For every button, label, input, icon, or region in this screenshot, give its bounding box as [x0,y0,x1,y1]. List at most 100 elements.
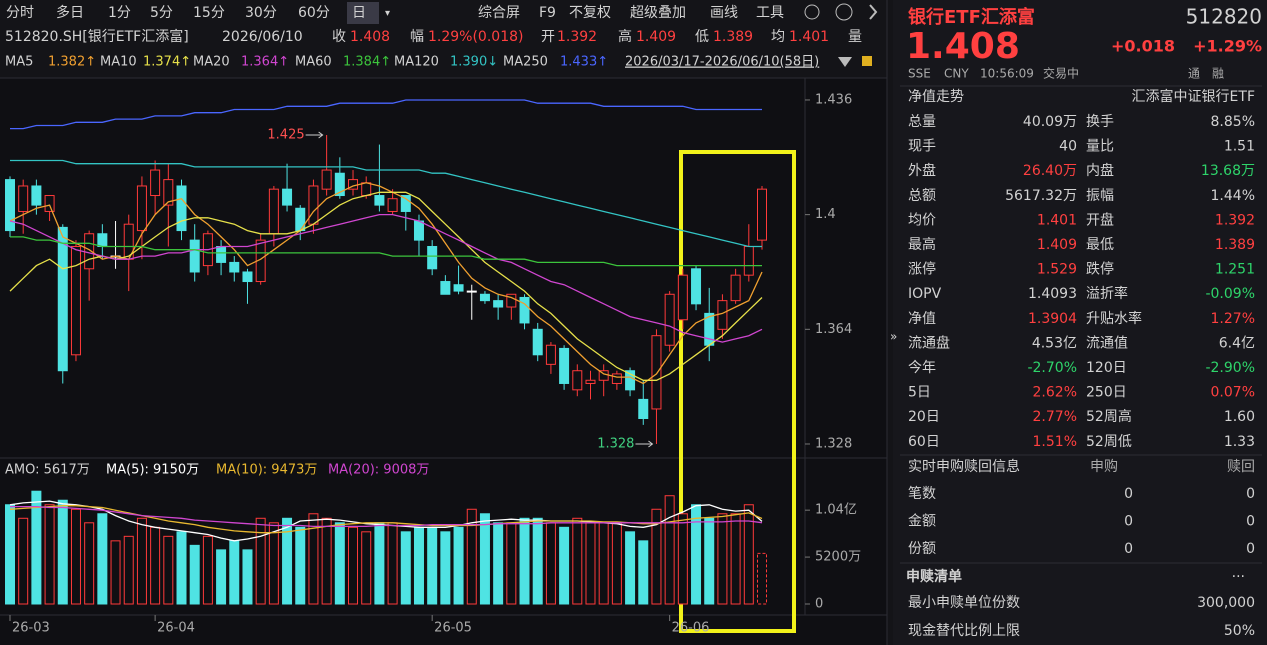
section-title[interactable]: 申赎清单 [906,568,962,585]
y-tick-label: 1.364 [815,322,852,337]
legend-entry: MA(20): 9008万 [328,463,429,478]
volume-bar [598,522,609,605]
cell-value: 0 [1246,541,1255,557]
stat-value: 13.68万 [1201,163,1255,179]
column-header: 赎回 [1227,458,1255,475]
candle-body [559,347,570,384]
candle-body [44,195,55,212]
candle-body [519,296,530,324]
stat-value: 1.529 [1037,262,1077,278]
ma-line [9,191,763,381]
candle-body [453,284,464,292]
security-code: 512820 [1186,5,1262,29]
cell-value: 0 [1124,486,1133,502]
volume-bar [611,522,622,605]
period-tab[interactable]: 1分 [108,5,131,21]
quote-label: 低 [695,29,709,45]
volume-bar [31,490,42,605]
volume-bar [730,513,741,605]
tool-button[interactable]: 超级叠加 [630,5,686,21]
range-dropdown[interactable] [838,57,852,67]
tool-button[interactable]: F9 [539,5,556,21]
stat-value: 5617.32万 [1005,188,1077,204]
candle-body [374,195,385,206]
period-tab[interactable]: 多日 [56,4,84,21]
tool-button[interactable]: 不复权 [569,4,611,21]
volume-bar [625,531,636,605]
tool-button[interactable]: 综合屏 [478,5,520,21]
stat-label: 52周高 [1086,408,1132,425]
volume-bar [757,552,767,605]
stat-value: 1.60 [1224,409,1255,425]
section-title[interactable]: 净值走势 [908,89,964,105]
more-button[interactable]: ··· [1232,569,1245,585]
legend-entry: MA(5): 9150万 [106,463,199,478]
stat-label: 20日 [908,409,940,425]
volume-bar [295,526,306,605]
help-icon[interactable] [835,3,853,21]
y-tick-label: 0 [815,597,823,612]
stat-value: 2.62% [1033,385,1077,401]
stat-label: 最高 [908,236,936,253]
volume-bar [308,513,319,605]
stat-value: 4.53亿 [1032,335,1077,351]
legend-value: 1.374↑ [143,55,191,70]
legend-name: MA20 [193,55,230,70]
quote-label: 开 [541,29,555,45]
collapse-toggle[interactable]: » [890,330,897,344]
candle-body [361,182,372,197]
candle-body [308,185,319,225]
volume-bar [479,513,490,605]
volume-bar [559,526,570,605]
volume-bar [532,517,543,605]
stat-value: 1.392 [1215,212,1255,228]
next-icon[interactable] [869,4,878,20]
settings-icon[interactable] [804,4,820,20]
candle-body [57,226,68,372]
period-tab[interactable]: 30分 [245,5,277,21]
dropdown-icon[interactable]: ▾ [385,8,390,19]
fund-name: 汇添富中证银行ETF [1132,88,1255,105]
quote-value: 1.409 [636,29,676,45]
candle-body [717,300,728,330]
legend-name: MA60 [295,55,332,70]
row-label: 金额 [908,514,936,530]
lock-icon[interactable] [862,56,872,66]
x-tick-label: 26-05 [434,621,472,636]
candle-body [611,373,622,384]
volume-bar [150,526,161,605]
period-tab[interactable]: 5分 [150,5,173,21]
stat-label: 流通盘 [908,334,950,351]
period-tab[interactable]: 15分 [193,5,225,21]
stat-value: 1.51 [1224,139,1255,155]
stat-label: 250日 [1086,385,1127,401]
period-tab[interactable]: 日 [352,5,366,21]
row-label: 笔数 [908,486,936,502]
tool-button[interactable]: 画线 [710,5,738,21]
volume-bar [427,526,438,605]
side-panel-background [893,0,1267,645]
volume-bar [84,522,95,605]
volume-bar [440,531,451,605]
candle-body [400,195,411,212]
stat-value: 6.4亿 [1219,335,1255,351]
symbol: 512820.SH[银行ETF汇添富] [5,28,189,45]
period-tab[interactable]: 60分 [298,5,330,21]
volume-bar [163,535,174,605]
volume-bar [348,526,359,605]
period-tab[interactable]: 分时 [6,5,34,21]
stat-label: 升贴水率 [1086,310,1142,327]
status: CNY [944,67,969,81]
volume-bar [18,517,29,605]
candle-body [334,172,345,197]
candle-body [295,207,306,232]
stat-value: 0.07% [1211,385,1255,401]
volume-label: AMO: 5617万 [5,463,90,478]
candle-body [5,179,15,232]
legend-value: 1.364↑ [241,55,289,70]
x-tick-label: 26-03 [12,621,50,636]
tool-button[interactable]: 工具 [756,5,784,21]
date-range[interactable]: 2026/03/17-2026/06/10(58日) [625,55,819,70]
last-price: 1.408 [906,26,1020,67]
